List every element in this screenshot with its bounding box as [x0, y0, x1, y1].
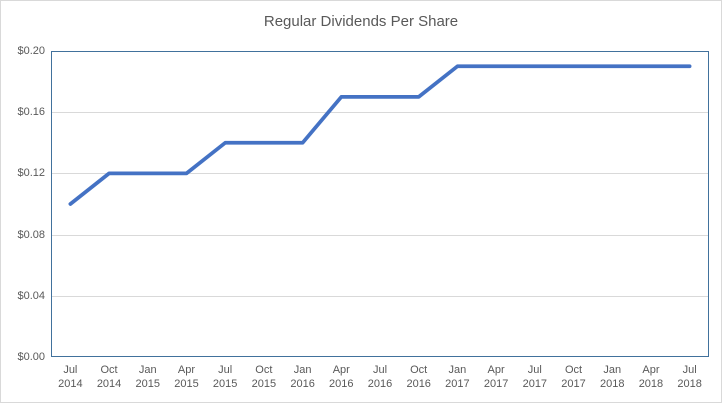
x-axis-label-line: Oct — [100, 364, 118, 376]
x-axis-label-line: 2016 — [329, 378, 354, 390]
y-axis-label: $0.16 — [17, 106, 45, 119]
y-axis-label: $0.00 — [17, 351, 45, 363]
x-axis-label: Apr 2016 — [322, 363, 361, 391]
x-axis-label-line: 2014 — [58, 378, 83, 390]
x-axis-label: Jul 2018 — [670, 363, 709, 391]
x-axis-label-line: 2016 — [290, 378, 315, 390]
x-axis-label-line: 2018 — [677, 378, 702, 390]
x-axis-label-line: Jan — [138, 364, 157, 376]
x-axis-label-line: Jul — [372, 364, 388, 376]
x-axis-label-line: 2014 — [96, 378, 122, 390]
x-axis-label: Jan 2018 — [593, 363, 632, 391]
x-axis-label-line: 2015 — [135, 378, 160, 390]
x-axis-label-line: Oct — [255, 364, 273, 376]
x-axis-label-line: 2015 — [251, 378, 277, 390]
x-axis-label-line: 2018 — [638, 378, 664, 390]
x-axis-label: Jan 2017 — [438, 363, 477, 391]
x-axis-label-line: Jan — [603, 364, 622, 376]
x-axis-label: Oct 2014 — [90, 363, 129, 391]
x-axis-label-line: 2016 — [367, 378, 393, 390]
y-axis-label: $0.12 — [17, 167, 45, 180]
x-axis-label: Oct 2017 — [554, 363, 593, 391]
y-axis-label: $0.04 — [17, 289, 45, 302]
x-axis-label-line: Apr — [177, 364, 196, 376]
x-axis-label: Oct 2015 — [245, 363, 284, 391]
x-axis-label-line: Jan — [293, 364, 312, 376]
x-axis-label-line: 2016 — [406, 378, 431, 390]
x-axis-label-line: 2017 — [561, 378, 586, 390]
x-axis-label-line: 2017 — [445, 378, 470, 390]
y-axis-label: $0.20 — [17, 45, 45, 57]
x-axis-label-line: Oct — [564, 364, 583, 376]
x-axis-label-line: Jul — [218, 364, 233, 376]
x-axis-label-line: Jul — [682, 364, 697, 376]
x-axis-label: Jul 2016 — [361, 363, 400, 391]
x-axis-label: Jul 2014 — [51, 363, 90, 391]
x-axis-label: Oct 2016 — [399, 363, 438, 391]
x-axis-label: Apr 2018 — [632, 363, 671, 391]
x-axis-label: Jul 2017 — [515, 363, 554, 391]
y-axis-label: $0.08 — [17, 228, 45, 241]
x-axis-label: Jan 2015 — [128, 363, 167, 391]
x-axis-label-line: Jul — [527, 364, 542, 376]
x-axis-label-line: Apr — [332, 364, 350, 376]
x-axis-label-line: 2017 — [483, 378, 509, 390]
x-axis-label-line: 2018 — [599, 378, 625, 390]
x-axis-label: Jul 2015 — [206, 363, 245, 391]
x-axis-label-line: 2017 — [522, 378, 548, 390]
x-axis-label-line: Apr — [487, 364, 505, 376]
chart-title: Regular Dividends Per Share — [263, 13, 459, 30]
x-axis-label-line: Jan — [448, 364, 467, 376]
x-axis-label-line: Jul — [63, 364, 78, 376]
x-axis-label: Apr 2015 — [167, 363, 206, 391]
x-axis-label-line: 2015 — [212, 378, 238, 390]
dividends-series-line — [68, 64, 692, 206]
plot-border — [51, 51, 709, 357]
x-axis-label-line: 2015 — [174, 378, 199, 390]
x-axis-label: Jan 2016 — [283, 363, 322, 391]
x-axis-label-line: Apr — [642, 364, 660, 376]
x-axis-label: Apr 2017 — [477, 363, 516, 391]
x-axis-label-line: Oct — [410, 364, 428, 376]
